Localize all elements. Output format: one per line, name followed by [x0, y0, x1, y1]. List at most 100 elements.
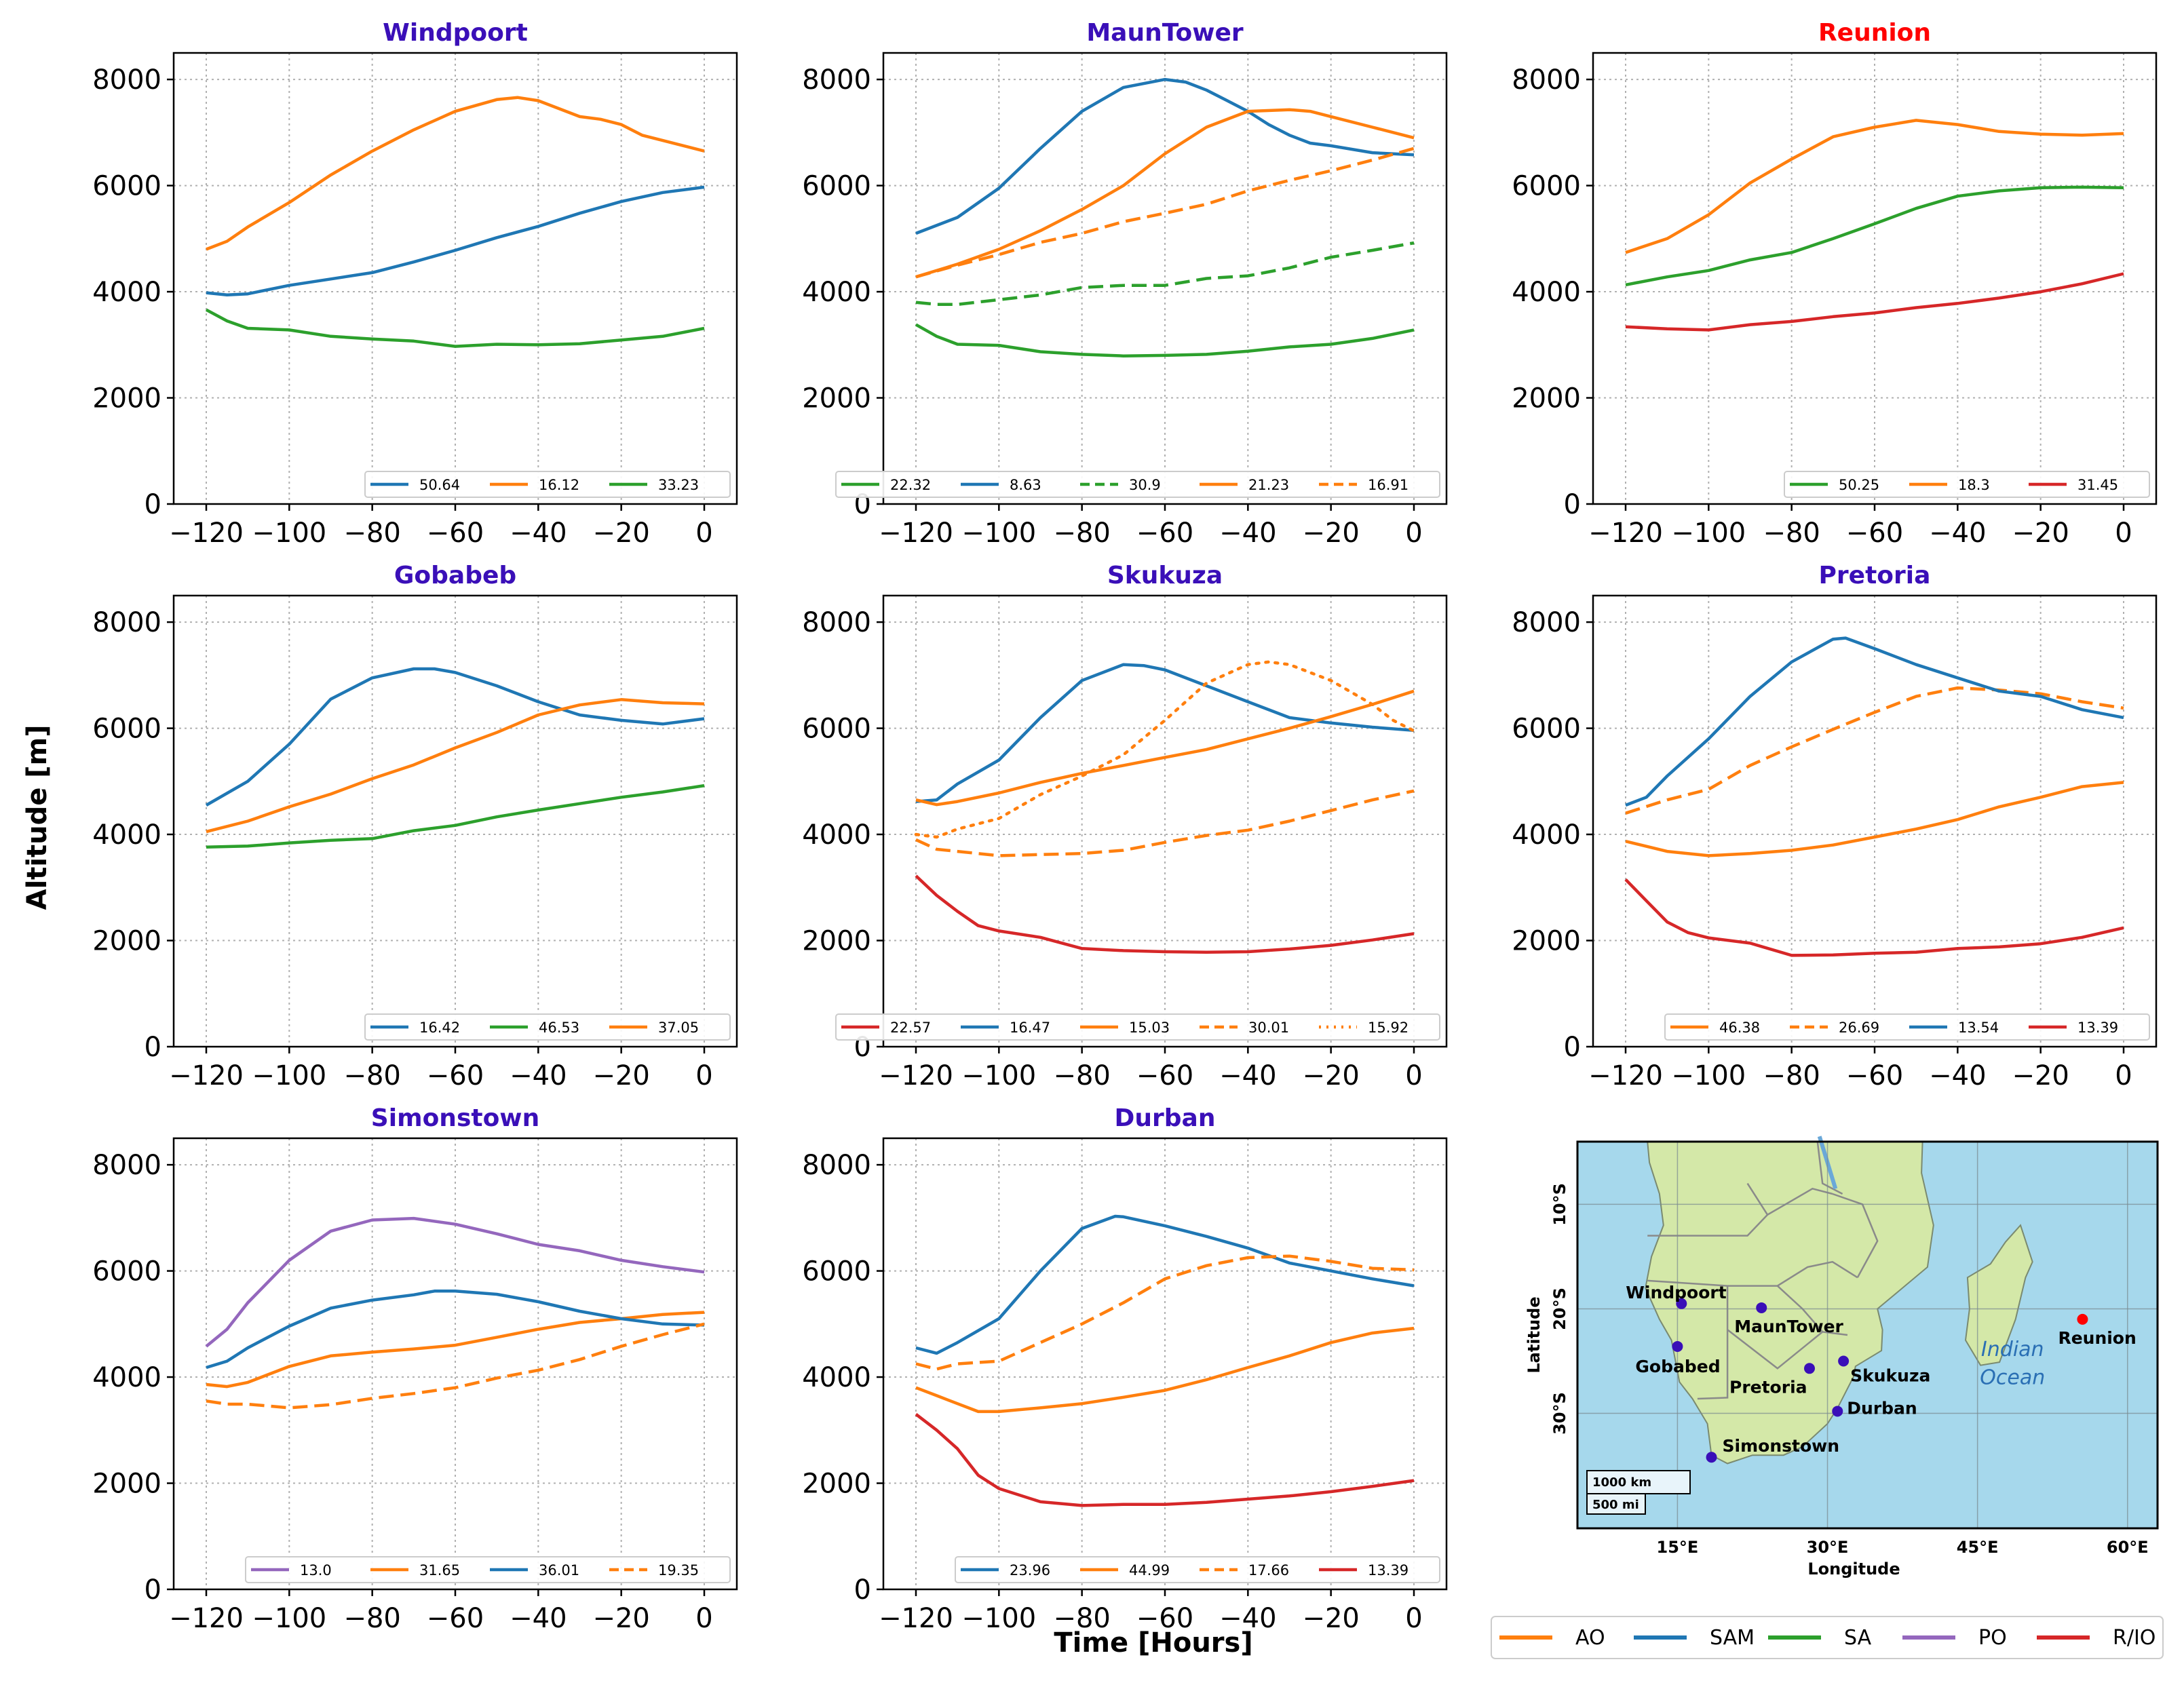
x-tick-label: −40 — [1929, 518, 1986, 549]
legend-label: 13.54 — [1958, 1020, 1999, 1036]
station-label: Windpoort — [1626, 1283, 1726, 1302]
y-tick-label: 0 — [1564, 1032, 1581, 1063]
x-tick-label: −120 — [169, 1060, 244, 1091]
y-tick-label: 0 — [145, 1032, 161, 1063]
panel-legend: 16.42 46.53 37.05 — [364, 1013, 731, 1041]
series-line-skukuza-5 — [914, 660, 1416, 839]
series-line-gobabeb-3 — [206, 698, 705, 834]
legend-label: 31.45 — [2077, 477, 2118, 493]
series-line-mauntower-4 — [915, 108, 1415, 279]
panel-windpoort: −120 −100 −80 −60 −40 −20 0 0 2000 4000 6000 8000 Wi… — [92, 19, 738, 549]
group-legend-frame — [1491, 1616, 2164, 1659]
panel-title: MaunTower — [1086, 19, 1244, 47]
panel-legend: 50.64 16.12 33.23 — [364, 471, 731, 498]
country-border — [1647, 1260, 1858, 1287]
x-tick-label: −120 — [1588, 1060, 1663, 1091]
x-tick-label: −20 — [592, 1603, 649, 1634]
y-tick-label: 4000 — [92, 277, 161, 308]
map-lon-tick: 30°E — [1807, 1538, 1849, 1557]
series-line-gobabeb-2 — [206, 783, 705, 849]
map-lon-tick: 45°E — [1957, 1538, 1999, 1557]
map-lat-tick: 30°S — [1550, 1392, 1569, 1435]
map-panel: Windpoort MaunTower Gobabed Pretoria Skukuza… — [1525, 1136, 2159, 1579]
x-tick-label: −100 — [1671, 1060, 1746, 1091]
x-tick-label: −20 — [1302, 1603, 1359, 1634]
panel-legend: 46.38 26.69 13.54 13.39 — [1664, 1013, 2150, 1041]
x-tick-label: −120 — [879, 1603, 953, 1634]
x-axis-label: Time [Hours] — [1054, 1627, 1252, 1659]
series-line-windpoort-3 — [205, 308, 705, 348]
panel-title: Pretoria — [1819, 562, 1931, 589]
station-label: Simonstown — [1723, 1436, 1840, 1456]
series-line-durban-1 — [915, 1214, 1415, 1355]
legend-label: 30.01 — [1248, 1020, 1289, 1036]
group-legend-label: R/IO — [2113, 1626, 2156, 1650]
station-label: Pretoria — [1729, 1377, 1807, 1397]
y-tick-label: 8000 — [802, 64, 871, 96]
x-tick-label: −40 — [510, 1603, 567, 1634]
x-tick-label: −20 — [592, 518, 649, 549]
legend-frame — [835, 1013, 1440, 1041]
axes-frame — [172, 594, 738, 1048]
country-border — [1746, 1182, 1769, 1216]
legend-label: 21.23 — [1248, 477, 1289, 493]
legend-label: 33.23 — [658, 477, 699, 493]
group-legend-label: SA — [1844, 1626, 1872, 1650]
legend-label: 23.96 — [1010, 1562, 1050, 1579]
x-tick-label: −60 — [1846, 1060, 1903, 1091]
y-tick-label: 0 — [145, 489, 161, 520]
map-lon-tick: 60°E — [2107, 1538, 2149, 1557]
scale-box-km — [1586, 1470, 1691, 1494]
series-line-pretoria-2 — [1625, 686, 2124, 815]
country-border — [1697, 1285, 1729, 1400]
x-tick-label: −60 — [1136, 518, 1193, 549]
legend-label: 13.39 — [1368, 1562, 1409, 1579]
map-frame — [1576, 1140, 2159, 1530]
series-line-gobabeb-1 — [205, 667, 705, 807]
x-tick-label: −120 — [879, 518, 953, 549]
x-tick-label: 0 — [695, 1603, 712, 1634]
y-axis-label: Altitude [m] — [22, 724, 53, 910]
x-tick-label: −40 — [510, 518, 567, 549]
legend-label: 22.32 — [890, 477, 931, 493]
group-legend-label: SAM — [1710, 1626, 1755, 1650]
panel-title: Gobabeb — [394, 562, 516, 589]
x-tick-label: −80 — [343, 518, 400, 549]
panel-simonstown: −120 −100 −80 −60 −40 −20 0 0 2000 4000 6000 8000 Si… — [92, 1104, 738, 1634]
x-tick-label: −40 — [1219, 1603, 1276, 1634]
legend-label: 8.63 — [1010, 477, 1041, 493]
country-border — [1832, 1193, 1879, 1278]
x-tick-label: −80 — [1053, 1060, 1110, 1091]
series-line-skukuza-1 — [915, 874, 1415, 954]
series-line-mauntower-3 — [915, 241, 1415, 307]
legend-label: 22.57 — [890, 1020, 931, 1036]
x-tick-label: 0 — [695, 1060, 712, 1091]
scale-mi-label: 500 mi — [1592, 1498, 1639, 1512]
x-tick-label: −40 — [1929, 1060, 1986, 1091]
y-tick-label: 4000 — [802, 819, 871, 851]
panel-legend: 23.96 44.99 17.66 13.39 — [955, 1556, 1440, 1583]
y-tick-label: 6000 — [802, 171, 871, 202]
series-line-reunion-2 — [1625, 119, 2124, 254]
axes-frame — [1592, 52, 2158, 505]
y-tick-label: 8000 — [802, 607, 871, 638]
series-line-simonstown-2 — [206, 1311, 705, 1389]
series-line-pretoria-1 — [1625, 781, 2124, 857]
series-line-skukuza-3 — [915, 689, 1415, 807]
axes-frame — [172, 52, 738, 505]
x-tick-label: −100 — [961, 1060, 1036, 1091]
station-marker-pretoria — [1804, 1363, 1815, 1374]
panel-title: Reunion — [1818, 19, 1931, 47]
x-tick-label: −40 — [510, 1060, 567, 1091]
x-tick-label: −100 — [252, 1603, 326, 1634]
station-marker-windpoort — [1676, 1298, 1687, 1309]
x-tick-label: −120 — [169, 1603, 244, 1634]
x-tick-label: −80 — [1053, 1603, 1110, 1634]
x-tick-label: −100 — [252, 1060, 326, 1091]
y-tick-label: 8000 — [92, 64, 161, 96]
panel-durban: −120 −100 −80 −60 −40 −20 0 0 2000 4000 6000 8000 Du… — [802, 1104, 1448, 1634]
x-tick-label: −100 — [252, 518, 326, 549]
group-legend: AO SAM SA PO R/IO — [1491, 1616, 2164, 1659]
country-border — [1727, 1329, 1848, 1370]
